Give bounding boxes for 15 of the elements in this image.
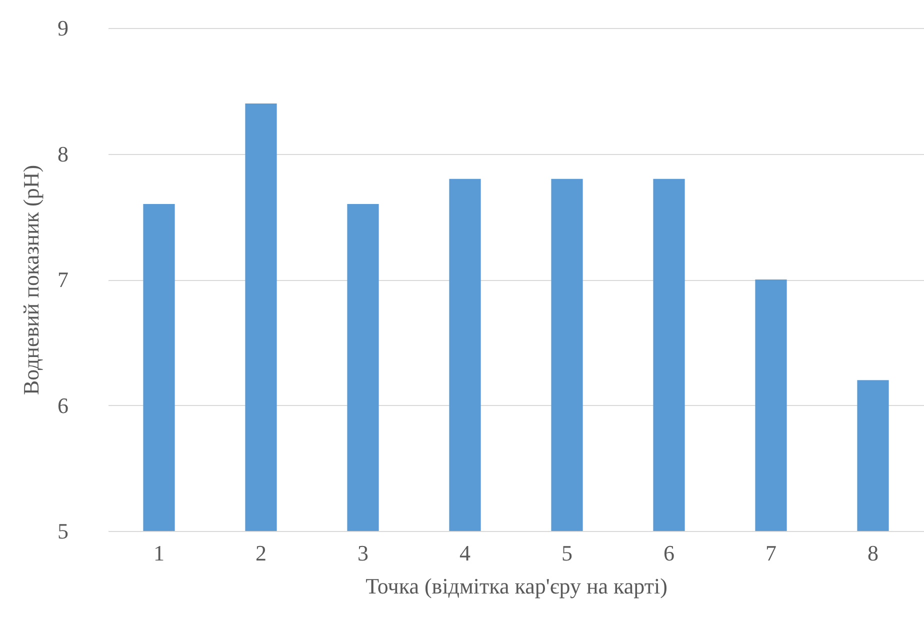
y-axis-title: Водневий показник (pH) [18, 164, 44, 396]
x-tick-label: 2 [256, 540, 266, 566]
y-tick-label: 6 [58, 392, 68, 418]
x-tick-label: 1 [154, 540, 164, 566]
y-tick-label: 8 [58, 141, 68, 166]
x-tick-label: 6 [664, 540, 674, 566]
x-tick-label: 3 [358, 540, 368, 566]
y-tick-label: 7 [58, 267, 68, 292]
x-axis-title: Точка (відмітка кар'єру на карті) [366, 574, 668, 598]
x-tick-label: 5 [562, 540, 572, 566]
y-tick-label: 9 [58, 16, 68, 40]
x-tick-label: 8 [868, 540, 878, 566]
x-tick-label: 7 [766, 540, 776, 566]
y-tick-label: 5 [58, 518, 68, 544]
x-tick-label: 4 [460, 540, 470, 566]
